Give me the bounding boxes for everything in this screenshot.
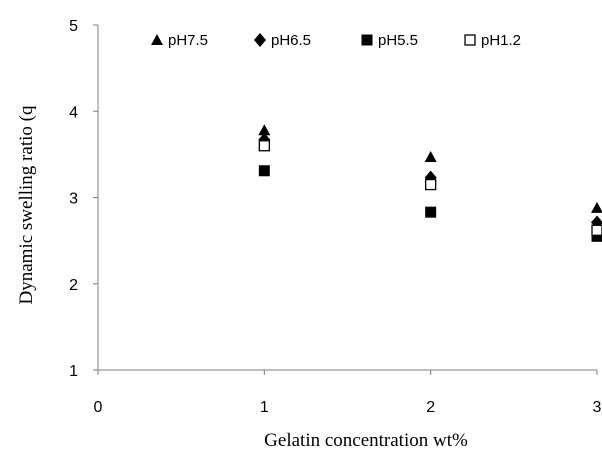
data-point-ph1-2: [425, 178, 437, 191]
legend-marker: [464, 34, 476, 46]
x-axis-label: Gelatin concentration wt%: [264, 430, 468, 450]
data-point-ph1-2: [258, 140, 270, 152]
y-tick-label: 5: [69, 18, 78, 35]
x-tick-label: 0: [94, 399, 103, 416]
legend-label: pH7.5: [168, 32, 208, 49]
x-tick-label: 1: [260, 399, 269, 416]
data-points: [258, 124, 602, 242]
axes: [97, 25, 597, 371]
data-point-ph7-5: [258, 124, 271, 136]
data-point-ph7-5: [591, 201, 602, 213]
x-tick-label: 3: [593, 399, 602, 416]
x-ticks: 0 1 2 3: [94, 370, 602, 416]
legend-label: pH6.5: [271, 32, 311, 49]
legend-label: pH5.5: [378, 32, 418, 49]
y-tick-label: 1: [69, 363, 78, 380]
legend-marker: [254, 33, 266, 47]
x-tick-label: 2: [426, 399, 435, 416]
y-axis-label: Dynamic swelling ratio (q: [16, 105, 37, 304]
data-point-ph1-2: [591, 224, 602, 236]
y-tick-label: 3: [69, 191, 78, 208]
y-ticks: 1 2 3 4 5: [69, 18, 98, 380]
legend-marker: [361, 34, 373, 46]
data-point-ph5-5: [258, 165, 270, 177]
data-point-ph7-5: [424, 150, 437, 162]
legend: pH7.5 pH6.5 pH5.5 pH1.2: [151, 32, 521, 49]
y-tick-label: 2: [69, 277, 78, 294]
legend-marker: [151, 34, 163, 45]
data-point-ph5-5: [425, 206, 437, 218]
data-point-ph5-5: [591, 230, 602, 242]
y-tick-label: 4: [69, 104, 78, 121]
legend-label: pH1.2: [481, 32, 521, 49]
